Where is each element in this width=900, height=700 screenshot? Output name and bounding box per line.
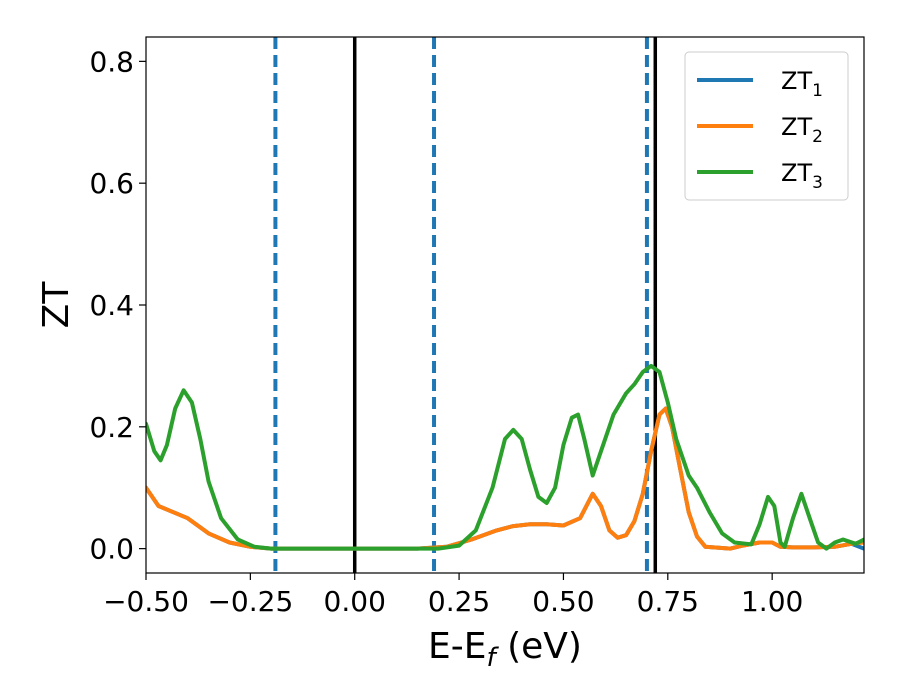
reference-lines	[273, 37, 658, 573]
y-axis-label: ZT	[36, 281, 77, 329]
x-tick-label: 0.50	[532, 585, 594, 618]
x-axis-label-main: E-E	[428, 626, 486, 667]
legend-label: ZT3	[781, 159, 823, 193]
legend-label: ZT2	[781, 113, 823, 147]
x-tick-label: 0.00	[324, 585, 386, 618]
x-tick-label: −0.25	[207, 585, 293, 618]
x-axis-label: E-Ef (eV)	[428, 626, 582, 673]
y-tick-label: 0.6	[89, 167, 134, 200]
x-axis-label-unit: (eV)	[496, 626, 582, 667]
y-tick-label: 0.0	[89, 533, 134, 566]
legend: ZT1 ZT2 ZT3	[684, 51, 849, 201]
x-tick-label: −0.50	[103, 585, 189, 618]
series-lines	[146, 363, 864, 551]
legend-label: ZT1	[781, 67, 823, 101]
x-tick-label: 0.75	[637, 585, 699, 618]
x-tick-label: 0.25	[428, 585, 490, 618]
y-tick-label: 0.2	[89, 411, 134, 444]
y-tick-label: 0.4	[89, 289, 134, 322]
x-axis-ticks: −0.50 −0.25 0.00 0.25 0.50 0.75 1.00	[103, 573, 803, 618]
y-axis-ticks: 0.0 0.2 0.4 0.6 0.8	[89, 45, 146, 566]
legend-box	[684, 51, 849, 201]
y-tick-label: 0.8	[89, 45, 134, 78]
x-tick-label: 1.00	[741, 585, 803, 618]
series-line-zt3	[146, 363, 864, 551]
